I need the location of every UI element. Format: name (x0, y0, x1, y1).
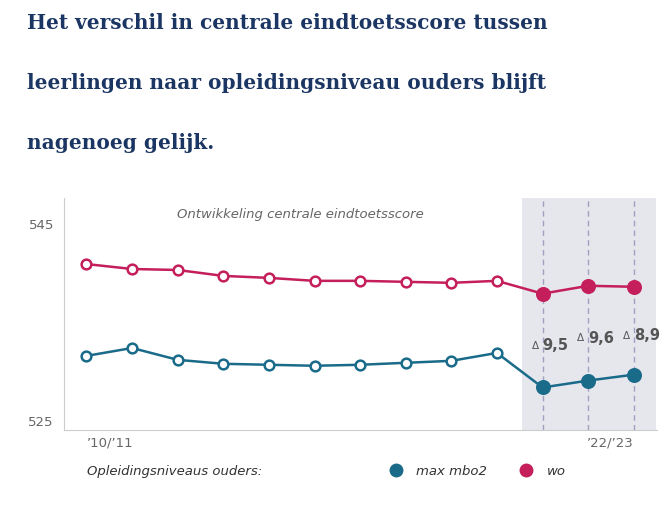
Text: leerlingen naar opleidingsniveau ouders blijft: leerlingen naar opleidingsniveau ouders … (27, 73, 546, 93)
Text: ’10/’11: ’10/’11 (86, 436, 133, 449)
Text: Ontwikkeling centrale eindtoetsscore: Ontwikkeling centrale eindtoetsscore (178, 208, 424, 221)
Text: Het verschil in centrale eindtoetsscore tussen: Het verschil in centrale eindtoetsscore … (27, 13, 547, 33)
Text: Δ: Δ (532, 340, 539, 350)
Text: ’22/’23: ’22/’23 (587, 436, 634, 449)
Text: 9,5: 9,5 (543, 337, 569, 352)
Text: nagenoeg gelijk.: nagenoeg gelijk. (27, 133, 214, 153)
Text: 8,9: 8,9 (634, 327, 660, 343)
Text: Δ: Δ (623, 330, 630, 340)
Text: 9,6: 9,6 (588, 330, 614, 345)
Text: Opleidingsniveaus ouders:: Opleidingsniveaus ouders: (87, 464, 263, 477)
Text: max mbo2: max mbo2 (417, 464, 487, 477)
Text: wo: wo (547, 464, 566, 477)
Bar (522, 199, 656, 430)
Text: Δ: Δ (578, 332, 584, 343)
